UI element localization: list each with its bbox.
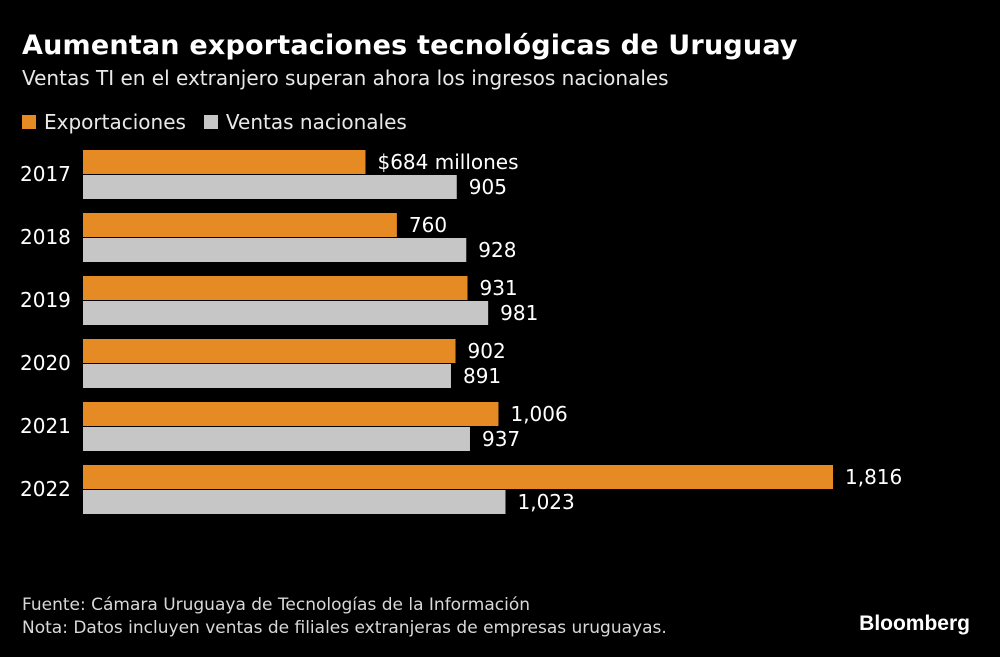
value-label-exportaciones-2019: 931	[479, 276, 517, 300]
year-label-2018: 2018	[20, 225, 71, 249]
value-label-ventas-nacionales-2019: 981	[500, 301, 538, 325]
year-label-2017: 2017	[20, 162, 71, 186]
bar-exportaciones-2021	[83, 402, 499, 426]
value-label-exportaciones-2018: 760	[409, 213, 447, 237]
legend-label-exportaciones: Exportaciones	[44, 110, 186, 134]
bar-exportaciones-2018	[83, 213, 397, 237]
bar-exportaciones-2022	[83, 465, 833, 489]
bar-exportaciones-2019	[83, 276, 468, 300]
value-label-exportaciones-2021: 1,006	[510, 402, 567, 426]
value-label-ventas-nacionales-2020: 891	[463, 364, 501, 388]
value-label-exportaciones-2022: 1,816	[845, 465, 902, 489]
source-note: Fuente: Cámara Uruguaya de Tecnologías d…	[22, 595, 530, 615]
bar-ventas-nacionales-2020	[83, 364, 451, 388]
chart-subtitle: Ventas TI en el extranjero superan ahora…	[22, 66, 669, 90]
bar-ventas-nacionales-2019	[83, 301, 489, 325]
value-label-exportaciones-2017: $684 millones	[377, 150, 518, 174]
value-label-ventas-nacionales-2022: 1,023	[517, 490, 574, 514]
legend: Exportaciones Ventas nacionales	[22, 110, 407, 134]
bar-ventas-nacionales-2022	[83, 490, 506, 514]
data-note: Nota: Datos incluyen ventas de filiales …	[22, 618, 667, 638]
legend-swatch-exportaciones	[22, 115, 36, 129]
value-label-ventas-nacionales-2017: 905	[469, 175, 507, 199]
bar-ventas-nacionales-2021	[83, 427, 470, 451]
bar-exportaciones-2020	[83, 339, 456, 363]
footer: Fuente: Cámara Uruguaya de Tecnologías d…	[22, 594, 667, 640]
bloomberg-logo: Bloomberg	[859, 612, 970, 635]
legend-item-ventas-nacionales: Ventas nacionales	[203, 110, 407, 134]
bar-exportaciones-2017	[83, 150, 366, 174]
legend-swatch-ventas-nacionales	[203, 115, 218, 129]
year-label-2021: 2021	[20, 414, 71, 438]
chart-title: Aumentan exportaciones tecnológicas de U…	[22, 30, 798, 61]
value-label-ventas-nacionales-2018: 928	[478, 238, 516, 262]
bar-ventas-nacionales-2018	[83, 238, 467, 262]
legend-item-exportaciones: Exportaciones	[22, 110, 186, 134]
year-label-2020: 2020	[20, 351, 71, 375]
legend-label-ventas-nacionales: Ventas nacionales	[225, 110, 407, 134]
value-label-ventas-nacionales-2021: 937	[482, 427, 520, 451]
year-label-2019: 2019	[20, 288, 71, 312]
bar-ventas-nacionales-2017	[83, 175, 457, 199]
year-label-2022: 2022	[20, 477, 71, 501]
value-label-exportaciones-2020: 902	[468, 339, 506, 363]
